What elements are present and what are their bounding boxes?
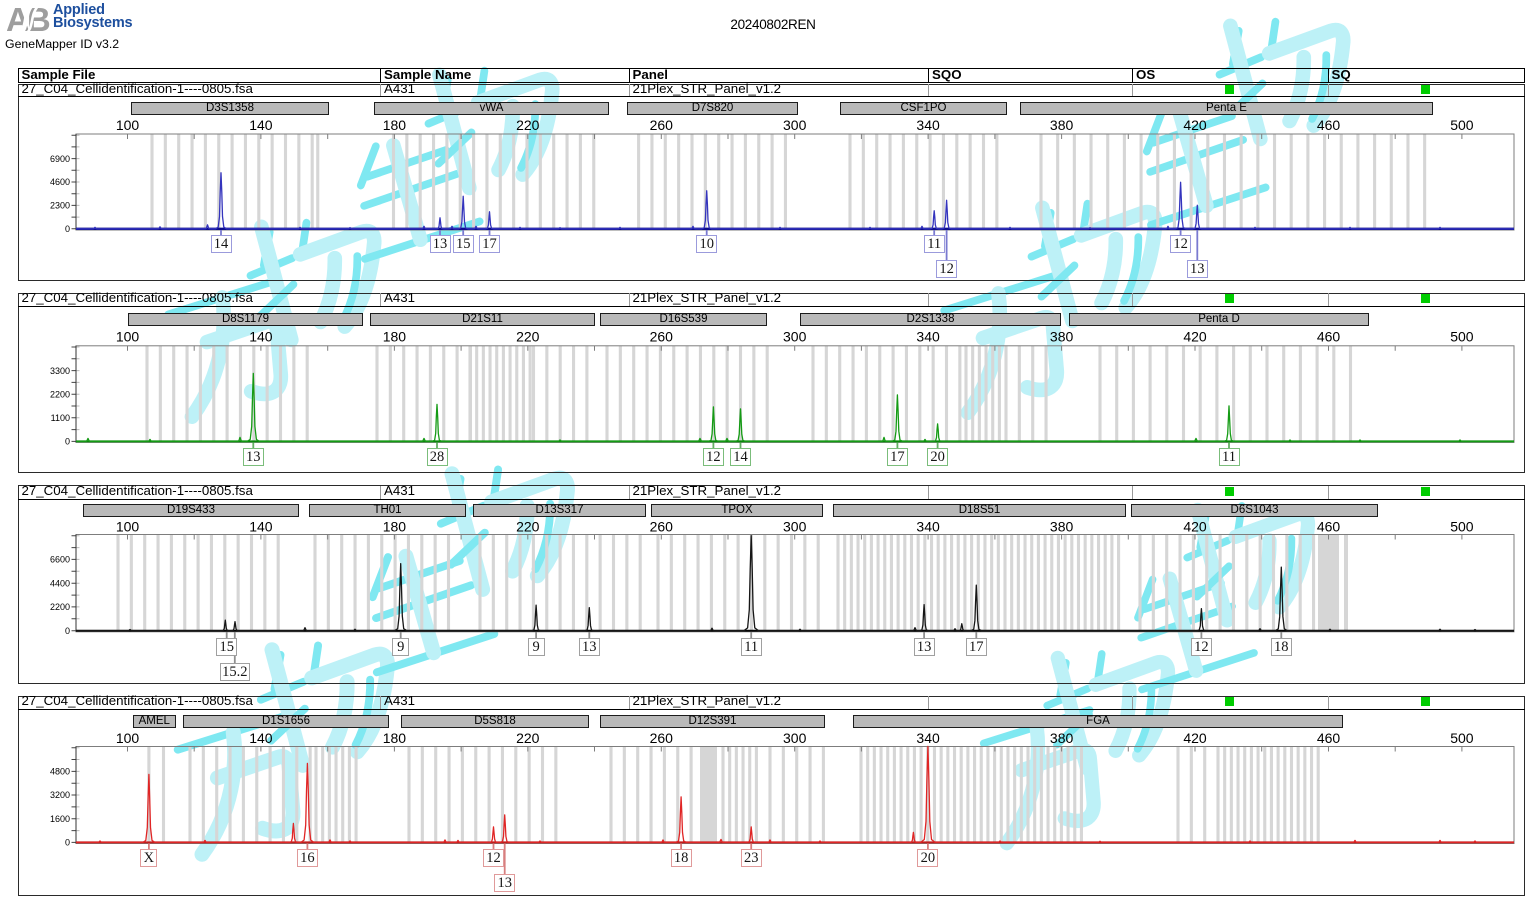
svg-text:4600: 4600: [50, 177, 70, 187]
svg-text:6600: 6600: [50, 555, 70, 565]
svg-text:300: 300: [783, 519, 807, 535]
svg-text:260: 260: [650, 117, 674, 133]
svg-text:420: 420: [1183, 519, 1207, 535]
svg-text:380: 380: [1050, 117, 1074, 133]
svg-text:140: 140: [249, 519, 273, 535]
svg-text:4800: 4800: [50, 766, 70, 776]
svg-text:220: 220: [516, 117, 540, 133]
svg-text:3300: 3300: [50, 365, 70, 375]
svg-text:4400: 4400: [50, 578, 70, 588]
svg-text:0: 0: [65, 224, 70, 234]
svg-text:100: 100: [116, 328, 140, 344]
svg-text:500: 500: [1450, 730, 1474, 746]
svg-text:140: 140: [249, 730, 273, 746]
svg-text:500: 500: [1450, 519, 1474, 535]
svg-text:140: 140: [249, 328, 273, 344]
svg-text:420: 420: [1183, 328, 1207, 344]
svg-text:380: 380: [1050, 730, 1074, 746]
svg-text:500: 500: [1450, 328, 1474, 344]
svg-text:2200: 2200: [50, 602, 70, 612]
svg-text:2300: 2300: [50, 200, 70, 210]
svg-text:260: 260: [650, 519, 674, 535]
svg-text:6900: 6900: [50, 153, 70, 163]
svg-text:340: 340: [916, 117, 940, 133]
svg-text:140: 140: [249, 117, 273, 133]
svg-text:1600: 1600: [50, 813, 70, 823]
svg-text:3200: 3200: [50, 790, 70, 800]
svg-text:180: 180: [383, 730, 407, 746]
svg-text:0: 0: [65, 436, 70, 446]
svg-text:460: 460: [1317, 519, 1341, 535]
svg-text:380: 380: [1050, 328, 1074, 344]
svg-text:220: 220: [516, 519, 540, 535]
svg-text:420: 420: [1183, 730, 1207, 746]
svg-text:300: 300: [783, 730, 807, 746]
svg-text:420: 420: [1183, 117, 1207, 133]
svg-text:260: 260: [650, 328, 674, 344]
svg-text:300: 300: [783, 117, 807, 133]
svg-text:0: 0: [65, 626, 70, 636]
svg-text:380: 380: [1050, 519, 1074, 535]
svg-text:460: 460: [1317, 328, 1341, 344]
svg-text:180: 180: [383, 328, 407, 344]
svg-text:2200: 2200: [50, 389, 70, 399]
svg-text:340: 340: [916, 519, 940, 535]
svg-text:220: 220: [516, 730, 540, 746]
svg-text:220: 220: [516, 328, 540, 344]
svg-text:100: 100: [116, 519, 140, 535]
svg-text:260: 260: [650, 730, 674, 746]
svg-text:460: 460: [1317, 730, 1341, 746]
svg-text:340: 340: [916, 328, 940, 344]
svg-text:500: 500: [1450, 117, 1474, 133]
svg-text:300: 300: [783, 328, 807, 344]
svg-text:1100: 1100: [51, 413, 70, 423]
svg-text:180: 180: [383, 519, 407, 535]
svg-text:180: 180: [383, 117, 407, 133]
svg-text:0: 0: [65, 837, 70, 847]
svg-text:340: 340: [916, 730, 940, 746]
svg-text:100: 100: [116, 730, 140, 746]
svg-text:100: 100: [116, 117, 140, 133]
svg-text:460: 460: [1317, 117, 1341, 133]
